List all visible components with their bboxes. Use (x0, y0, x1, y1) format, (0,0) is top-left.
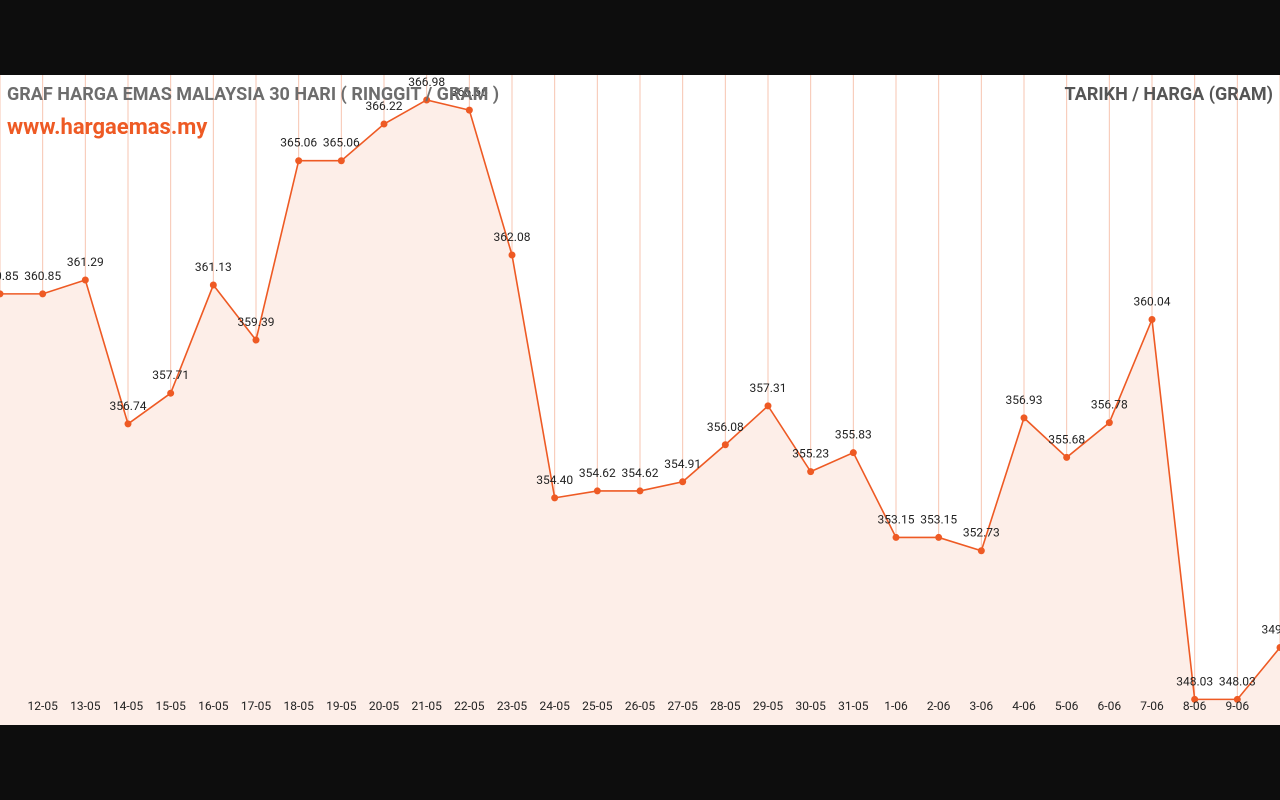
x-tick-label: 24-05 (540, 699, 571, 713)
data-label: 353.15 (878, 512, 915, 526)
point (849, 449, 857, 457)
point (721, 441, 729, 449)
point (1105, 419, 1113, 427)
x-tick-label: 22-05 (454, 699, 485, 713)
data-label: 357.71 (152, 368, 189, 382)
point (39, 290, 47, 298)
x-tick-label: 17-05 (241, 699, 272, 713)
point (593, 487, 601, 495)
x-tick-label: 26-05 (625, 699, 656, 713)
x-tick-label: 12-05 (28, 699, 59, 713)
data-label: 366.66 (451, 85, 488, 99)
point (679, 478, 687, 486)
data-label: 355.83 (835, 428, 872, 442)
data-label: 360.85 (0, 269, 19, 283)
x-tick-label: 6-06 (1098, 699, 1122, 713)
chart-subtitle: www.hargaemas.my (7, 115, 208, 140)
point (465, 106, 473, 114)
data-label: 356.93 (1006, 393, 1043, 407)
x-tick-label: 1-06 (884, 699, 908, 713)
data-label: 354.91 (664, 457, 701, 471)
point (252, 336, 260, 344)
point (209, 281, 217, 289)
x-tick-label: 23-05 (497, 699, 528, 713)
data-label: 354.40 (536, 473, 573, 487)
chart-title: GRAF HARGA EMAS MALAYSIA 30 HARI ( RINGG… (7, 84, 499, 105)
point (1191, 695, 1199, 703)
point (124, 420, 132, 428)
point (380, 120, 388, 128)
data-label: 356.08 (707, 420, 744, 434)
point (551, 494, 559, 502)
data-label: 355.68 (1048, 432, 1085, 446)
data-label: 349.67 (1262, 623, 1280, 637)
data-label: 348.03 (1176, 674, 1213, 688)
point (764, 402, 772, 410)
data-label: 359.39 (238, 315, 275, 329)
x-tick-label: 25-05 (582, 699, 613, 713)
point (337, 157, 345, 165)
point (1276, 644, 1280, 652)
data-label: 348.03 (1219, 674, 1256, 688)
x-tick-label: 9-06 (1226, 699, 1250, 713)
data-label: 356.78 (1091, 398, 1128, 412)
x-tick-label: 14-05 (113, 699, 144, 713)
data-label: 365.06 (323, 136, 360, 150)
x-tick-label: 18-05 (284, 699, 315, 713)
point (423, 96, 431, 104)
x-tick-label: 28-05 (710, 699, 741, 713)
x-tick-label: 4-06 (1012, 699, 1036, 713)
x-tick-label: 20-05 (369, 699, 400, 713)
point (935, 533, 943, 541)
x-tick-label: 15-05 (156, 699, 187, 713)
x-tick-label: 3-06 (970, 699, 994, 713)
point (81, 276, 89, 284)
data-label: 365.06 (280, 136, 317, 150)
point (1020, 414, 1028, 422)
x-tick-label: 5-06 (1055, 699, 1079, 713)
data-label: 355.23 (792, 447, 829, 461)
data-label: 366.98 (408, 75, 445, 89)
data-label: 361.13 (195, 260, 232, 274)
data-label: 352.73 (963, 526, 1000, 540)
point (167, 389, 175, 397)
x-tick-label: 29-05 (753, 699, 784, 713)
x-tick-label: 27-05 (668, 699, 699, 713)
data-label: 354.62 (622, 466, 659, 480)
x-tick-label: 7-06 (1140, 699, 1164, 713)
data-label: 360.04 (1134, 295, 1171, 309)
area (0, 99, 1280, 725)
data-label: 356.74 (110, 399, 147, 413)
point (0, 290, 4, 298)
point (1063, 453, 1071, 461)
data-label: 362.08 (494, 230, 531, 244)
data-label: 361.29 (67, 255, 104, 269)
axis-label: TARIKH / HARGA (GRAM) (1065, 84, 1273, 105)
data-label: 354.62 (579, 466, 616, 480)
point (807, 468, 815, 476)
x-tick-label: 21-05 (412, 699, 443, 713)
point (295, 157, 303, 165)
x-tick-label: 30-05 (796, 699, 827, 713)
data-label: 366.22 (366, 99, 403, 113)
point (636, 487, 644, 495)
point (892, 533, 900, 541)
x-tick-label: 31-05 (838, 699, 869, 713)
point (508, 251, 516, 259)
point (977, 547, 985, 555)
x-tick-label: 19-05 (326, 699, 357, 713)
point (1233, 695, 1241, 703)
data-label: 357.31 (750, 381, 787, 395)
data-label: 353.15 (920, 512, 957, 526)
x-tick-label: 8-06 (1183, 699, 1207, 713)
x-tick-label: 2-06 (927, 699, 951, 713)
x-tick-label: 16-05 (198, 699, 229, 713)
data-label: 360.85 (24, 269, 61, 283)
x-tick-label: 13-05 (70, 699, 101, 713)
point (1148, 316, 1156, 324)
